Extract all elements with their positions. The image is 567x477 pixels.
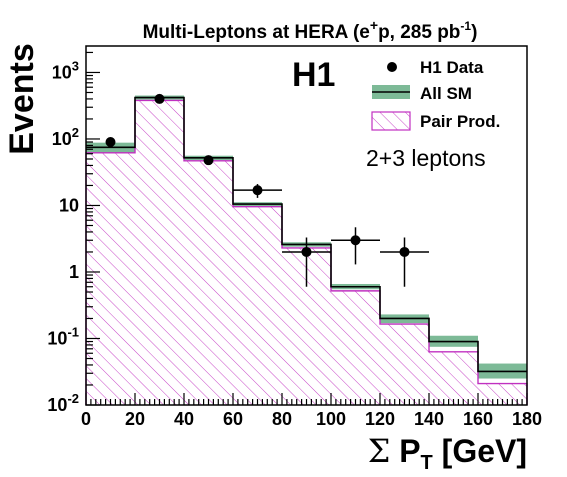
- y-tick-label: 102: [52, 125, 79, 149]
- axis-ticks: [85, 51, 528, 406]
- x-tick-label: 40: [174, 409, 194, 429]
- x-tick-label: 0: [81, 409, 91, 429]
- legend-label-sm: All SM: [420, 84, 472, 103]
- x-axis-label: Σ PT [GeV]: [368, 432, 527, 474]
- pair-prod-bin: [233, 206, 282, 405]
- chart-title: Multi-Leptons at HERA (e+p, 285 pb-1): [143, 17, 478, 43]
- x-tick-label: 180: [512, 409, 542, 429]
- x-tick-label: 80: [272, 409, 292, 429]
- plot-area: [85, 93, 528, 405]
- y-axis-label: Events: [3, 43, 41, 155]
- y-tick-label: 10: [59, 195, 79, 215]
- channel-label: 2+3 leptons: [366, 145, 486, 171]
- data-point: [105, 137, 116, 148]
- pair-prod-bin: [331, 290, 380, 405]
- legend: H1 Data All SM Pair Prod.: [371, 58, 500, 131]
- pair-prod-bin: [478, 383, 527, 405]
- experiment-label: H1: [292, 56, 335, 94]
- legend-label-data: H1 Data: [420, 58, 484, 77]
- data-point: [399, 246, 410, 257]
- x-tick-label: 100: [316, 409, 346, 429]
- legend-data-marker: [387, 62, 397, 72]
- x-tick-label: 60: [223, 409, 243, 429]
- data-point: [154, 93, 165, 104]
- legend-pair-swatch: [371, 111, 411, 131]
- y-tick-label: 10-2: [47, 391, 79, 415]
- y-tick-label: 103: [52, 58, 79, 82]
- data-point: [203, 155, 214, 166]
- x-tick-labels: 0 20 40 60 80 100 120 140 160 180: [81, 409, 542, 429]
- legend-label-pair: Pair Prod.: [420, 112, 500, 131]
- x-tick-label: 120: [365, 409, 395, 429]
- pair-prod-bin: [380, 324, 429, 405]
- y-tick-label: 1: [69, 262, 79, 282]
- x-tick-label: 140: [414, 409, 444, 429]
- data-point: [350, 235, 361, 246]
- x-tick-label: 20: [125, 409, 145, 429]
- pair-prod-bin: [184, 160, 233, 405]
- pair-prod-bin: [86, 152, 135, 405]
- data-point: [301, 246, 312, 257]
- pair-prod-bin: [135, 100, 184, 405]
- pair-prod-bin: [429, 351, 478, 405]
- y-tick-label: 10-1: [47, 324, 79, 348]
- data-point: [252, 185, 263, 196]
- x-tick-label: 160: [463, 409, 493, 429]
